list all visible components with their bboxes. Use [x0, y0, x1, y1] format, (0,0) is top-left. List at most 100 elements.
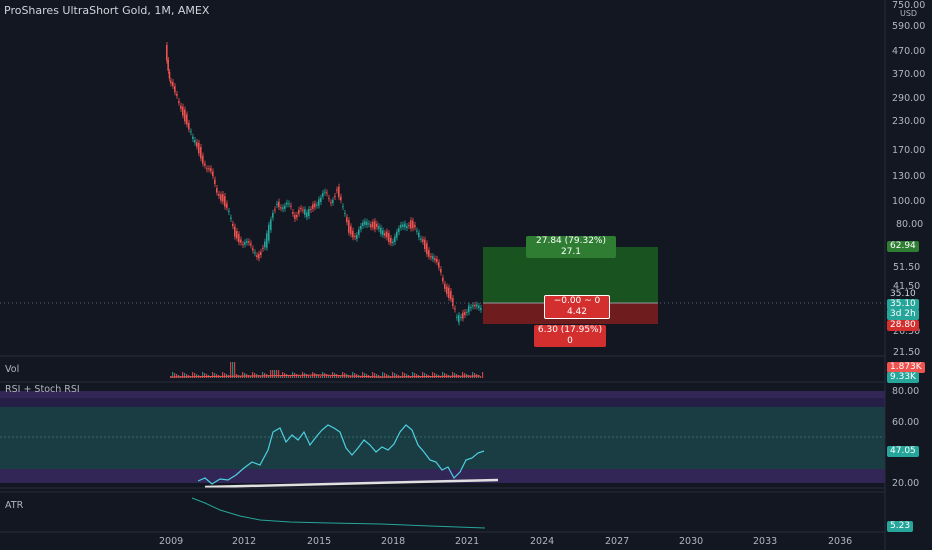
candle-body	[182, 106, 184, 116]
volume-bar	[260, 376, 262, 378]
candle-body	[380, 227, 382, 234]
volume-bar	[212, 372, 214, 378]
volume-bar	[240, 376, 242, 378]
price-tick: 130.00	[892, 171, 926, 182]
time-tick: 2012	[232, 536, 257, 547]
candle-body	[276, 203, 278, 205]
candle-body	[364, 221, 366, 225]
candle-body	[312, 204, 314, 209]
candle-body	[390, 237, 392, 244]
volume-bar	[270, 370, 272, 378]
volume-bar	[224, 373, 226, 378]
candle-body	[430, 256, 432, 258]
candle-body	[424, 239, 426, 249]
candle-body	[340, 196, 342, 201]
candle-body	[288, 203, 290, 205]
position-center-label[interactable]: −0.00 ~ 0 4.42	[544, 295, 610, 319]
candle-body	[400, 224, 402, 228]
candle-body	[460, 316, 462, 318]
candle-body	[194, 139, 196, 143]
volume-bar	[310, 376, 312, 378]
candle-body	[338, 186, 340, 198]
candle-body	[398, 228, 400, 233]
volume-bar	[422, 372, 424, 378]
candle-body	[226, 203, 228, 208]
volume-bar	[452, 372, 454, 378]
candle-body	[184, 109, 186, 122]
volume-bar	[474, 373, 476, 378]
candle-body	[456, 316, 458, 318]
candle-body	[352, 230, 354, 238]
candle-body	[326, 192, 328, 194]
volume-bar	[214, 373, 216, 378]
candle-body	[346, 217, 348, 223]
candle-body	[168, 71, 171, 79]
time-tick: 2030	[679, 536, 704, 547]
candle-body	[258, 253, 260, 259]
atr-line	[191, 497, 486, 529]
rsi-tick: 80.00	[892, 386, 920, 397]
candle-body	[280, 207, 282, 209]
candle-body	[468, 305, 470, 313]
price-tick: 290.00	[892, 93, 926, 104]
volume-bar	[250, 376, 252, 378]
time-tick: 2015	[307, 536, 332, 547]
candle-body	[230, 217, 232, 219]
volume-bar	[278, 370, 280, 378]
candle-body	[210, 168, 212, 172]
candle-body	[372, 222, 374, 228]
candle-body	[270, 219, 272, 230]
candle-body	[476, 304, 478, 307]
volume-bar	[402, 372, 404, 378]
candle-body	[470, 307, 472, 309]
cursor-price-tag: 35.10	[887, 289, 919, 300]
candle-body	[472, 305, 474, 307]
candle-body	[268, 224, 270, 241]
candle-body	[410, 220, 412, 229]
position-center-line-2: 4.42	[566, 307, 588, 317]
volume-bar	[412, 372, 414, 378]
price-tick: 750.00	[892, 0, 926, 11]
candle-body	[370, 224, 372, 228]
candle-body	[394, 236, 396, 243]
candle-body	[354, 236, 356, 238]
price-tick: 51.50	[893, 262, 921, 273]
candle-body	[250, 243, 252, 246]
price-tick: 100.00	[892, 196, 926, 207]
volume-bar	[396, 374, 398, 378]
candle-body	[432, 256, 434, 259]
candle-body	[420, 238, 422, 240]
volume-bar	[414, 373, 416, 378]
candle-body	[212, 171, 214, 177]
candle-body	[466, 311, 468, 313]
price-tick: 41.50	[893, 281, 921, 292]
candle-body	[478, 305, 480, 309]
volume-bar	[406, 374, 408, 378]
volume-bar	[210, 376, 212, 378]
time-tick: 2027	[605, 536, 630, 547]
volume-bar	[308, 375, 310, 378]
candle-body	[446, 286, 448, 294]
volume-bar	[288, 375, 290, 378]
candle-body	[234, 226, 236, 237]
candle-body	[188, 122, 190, 130]
price-candles	[166, 42, 482, 326]
volume-bar	[360, 376, 362, 378]
volume-bar	[274, 370, 276, 378]
candle-body	[198, 142, 200, 154]
candle-body	[356, 234, 358, 239]
candle-body	[480, 307, 482, 310]
candle-body	[204, 163, 206, 166]
candle-body	[348, 220, 350, 233]
volume-bar	[230, 362, 232, 378]
volume-bar	[450, 376, 452, 378]
volume-bar	[176, 374, 178, 378]
rsi-trendline	[204, 478, 499, 489]
volume-bar	[460, 376, 462, 378]
candle-body	[206, 168, 208, 170]
target-price-tag: 62.94	[887, 241, 919, 252]
profit-label: 27.84 (79.32%) 27.1	[526, 236, 616, 258]
price-tick: 230.00	[892, 116, 926, 127]
candle-body	[178, 100, 180, 103]
